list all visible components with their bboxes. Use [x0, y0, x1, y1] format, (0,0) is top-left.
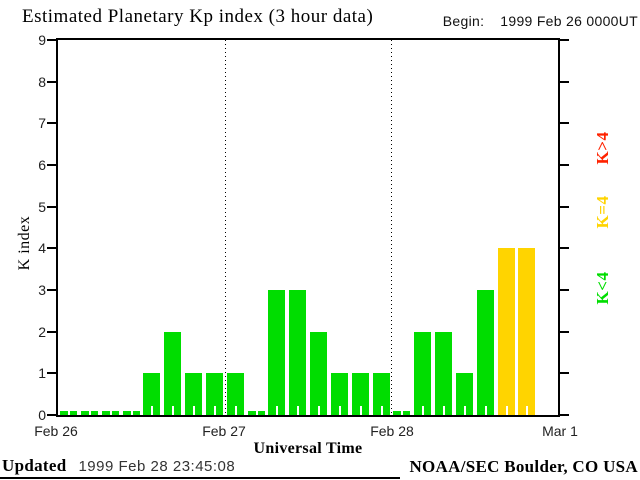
- kp-bar-feb27-9ut: [289, 290, 306, 415]
- bar-tick-notch: [67, 411, 70, 415]
- y-tick-mark: [47, 39, 56, 41]
- y-tick-label-1: 1: [38, 365, 46, 381]
- kp-bar-feb26-3ut: [81, 411, 98, 415]
- y-tick-mark: [47, 247, 56, 249]
- y-tick-label-7: 7: [38, 115, 46, 131]
- y-tick-mark: [47, 372, 56, 374]
- y-tick-mark: [560, 289, 569, 291]
- updated-label: Updated: [2, 456, 67, 475]
- bottom-divider: [0, 477, 400, 479]
- y-tick-mark: [47, 122, 56, 124]
- y-tick-mark: [560, 206, 569, 208]
- y-tick-mark: [560, 247, 569, 249]
- bar-tick-notch: [255, 411, 258, 415]
- bar-tick-notch: [380, 406, 383, 415]
- day-boundary-gridline: [391, 40, 392, 415]
- bar-tick-notch: [150, 406, 153, 415]
- credit-text: NOAA/SEC Boulder, CO USA: [409, 457, 638, 476]
- bar-tick-notch: [88, 411, 91, 415]
- y-tick-mark: [560, 331, 569, 333]
- bar-tick-notch: [192, 406, 195, 415]
- y-tick-label-6: 6: [38, 157, 46, 173]
- kp-bar-feb27-15ut: [331, 373, 348, 415]
- kp-bar-feb26-18ut: [185, 373, 202, 415]
- y-tick-mark: [47, 331, 56, 333]
- y-tick-label-9: 9: [38, 32, 46, 48]
- bar-tick-notch: [130, 411, 133, 415]
- kp-bar-feb28-9ut: [456, 373, 473, 415]
- bar-tick-notch: [234, 406, 237, 415]
- kp-bar-feb28-15ut: [498, 248, 515, 415]
- kp-bar-feb27-6ut: [268, 290, 285, 415]
- y-tick-mark: [560, 414, 569, 416]
- y-tick-mark: [47, 289, 56, 291]
- kp-bar-feb27-18ut: [352, 373, 369, 415]
- kp-bar-feb26-0ut: [60, 411, 77, 415]
- y-tick-mark: [47, 81, 56, 83]
- updated-value: 1999 Feb 28 23:45:08: [78, 458, 236, 475]
- kp-bar-feb28-12ut: [477, 290, 494, 415]
- begin-value: 1999 Feb 26 0000UT: [500, 13, 638, 29]
- bar-tick-notch: [442, 406, 445, 415]
- bar-tick-notch: [338, 406, 341, 415]
- kp-bar-feb27-12ut: [310, 332, 327, 415]
- kp-bar-feb28-3ut: [414, 332, 431, 415]
- bar-tick-notch: [213, 406, 216, 415]
- bar-tick-notch: [484, 406, 487, 415]
- y-tick-mark: [560, 39, 569, 41]
- kp-bar-feb26-15ut: [164, 332, 181, 415]
- y-tick-mark: [47, 164, 56, 166]
- bar-tick-notch: [421, 406, 424, 415]
- x-tick-label-feb-28: Feb 28: [370, 423, 414, 439]
- bar-tick-notch: [296, 406, 299, 415]
- y-tick-label-5: 5: [38, 199, 46, 215]
- y-tick-label-0: 0: [38, 407, 46, 423]
- y-tick-label-3: 3: [38, 282, 46, 298]
- y-tick-mark: [47, 414, 56, 416]
- kp-bar-feb26-21ut: [206, 373, 223, 415]
- bar-tick-notch: [359, 406, 362, 415]
- plot-frame: [56, 38, 560, 417]
- bar-tick-notch: [400, 411, 403, 415]
- kp-bar-feb26-12ut: [143, 373, 160, 415]
- kp-bar-feb27-3ut: [248, 411, 265, 415]
- begin-time: Begin: 1999 Feb 26 0000UT: [443, 13, 638, 29]
- chart-title: Estimated Planetary Kp index (3 hour dat…: [22, 6, 374, 27]
- kp-bar-feb28-18ut: [518, 248, 535, 415]
- x-tick-label-feb-26: Feb 26: [34, 423, 78, 439]
- kp-bar-feb26-6ut: [102, 411, 119, 415]
- y-tick-label-8: 8: [38, 74, 46, 90]
- legend-item-k-eq-4: K=4: [593, 195, 612, 229]
- y-tick-mark: [560, 81, 569, 83]
- bar-tick-notch: [505, 406, 508, 415]
- bar-tick-notch: [525, 406, 528, 415]
- bar-tick-notch: [171, 406, 174, 415]
- kp-bar-feb28-6ut: [435, 332, 452, 415]
- y-tick-label-2: 2: [38, 324, 46, 340]
- y-tick-label-4: 4: [38, 240, 46, 256]
- y-tick-mark: [560, 372, 569, 374]
- legend-item-k-lt-4: K<4: [593, 271, 612, 305]
- kp-bar-feb27-21ut: [373, 373, 390, 415]
- updated-timestamp: Updated 1999 Feb 28 23:45:08: [2, 456, 235, 476]
- y-tick-mark: [560, 122, 569, 124]
- day-boundary-gridline: [225, 40, 226, 415]
- x-tick-label-feb-27: Feb 27: [202, 423, 246, 439]
- y-tick-mark: [560, 164, 569, 166]
- bar-tick-notch: [109, 411, 112, 415]
- plot-area: [58, 40, 558, 415]
- kp-bar-feb28-0ut: [393, 411, 410, 415]
- begin-label: Begin:: [442, 13, 485, 29]
- legend-item-k-gt-4: K>4: [593, 131, 612, 165]
- y-tick-mark: [47, 206, 56, 208]
- bar-tick-notch: [317, 406, 320, 415]
- bar-tick-notch: [275, 406, 278, 415]
- kp-bar-feb27-0ut: [227, 373, 244, 415]
- bar-tick-notch: [463, 406, 466, 415]
- kp-bar-feb26-9ut: [123, 411, 140, 415]
- x-tick-label-mar-1: Mar 1: [542, 423, 578, 439]
- y-axis-title: K index: [16, 215, 33, 271]
- x-axis-title: Universal Time: [253, 440, 363, 457]
